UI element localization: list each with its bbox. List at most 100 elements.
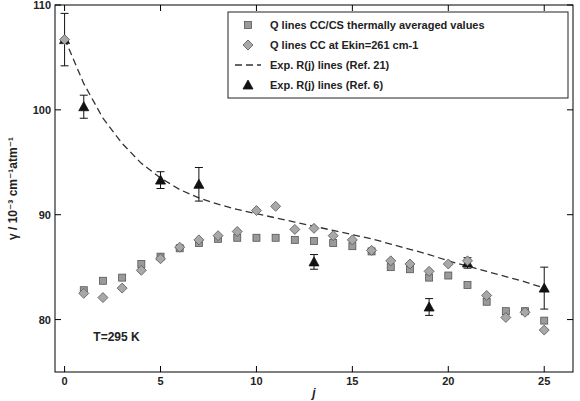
marker-triangle: [194, 179, 204, 188]
legend-line: [235, 64, 261, 65]
marker-square: [541, 317, 548, 324]
legend-label: Q lines CC at Ekin=261 cm-1: [270, 39, 418, 51]
x-tick-top: [160, 5, 161, 11]
error-cap: [157, 171, 165, 172]
x-tick: [544, 366, 545, 372]
plot-frame: [55, 5, 573, 372]
marker-diamond: [194, 235, 204, 245]
marker-diamond: [405, 259, 415, 269]
error-cap: [540, 309, 548, 310]
error-cap: [80, 95, 88, 96]
x-tick-label: 20: [442, 375, 454, 387]
marker-diamond: [98, 293, 108, 303]
y-tick-label: 80: [39, 314, 51, 326]
legend-label: Exp. R(j) lines (Ref. 21): [270, 59, 390, 71]
legend: Q lines CC/CS thermally averaged values Q…: [228, 12, 568, 98]
marker-diamond: [156, 254, 166, 264]
x-axis-label: j: [310, 386, 316, 400]
marker-diamond: [482, 290, 492, 300]
marker-diamond: [79, 288, 89, 298]
y-tick-right: [567, 319, 573, 320]
marker-diamond: [251, 206, 261, 216]
y-tick-label: 100: [33, 104, 51, 116]
marker-square: [119, 274, 126, 281]
marker-diamond: [501, 312, 511, 322]
error-cap: [425, 298, 433, 299]
x-tick-label: 15: [346, 375, 358, 387]
y-tick-right: [567, 109, 573, 110]
series-0: [80, 234, 547, 324]
marker-diamond: [117, 283, 127, 293]
marker-diamond: [520, 307, 530, 317]
error-cap: [310, 269, 318, 270]
error-cap: [80, 118, 88, 119]
annotation: T=295 K: [93, 330, 140, 344]
marker-diamond: [60, 35, 70, 45]
marker-square: [99, 277, 106, 284]
y-tick: [55, 109, 61, 110]
error-cap: [425, 315, 433, 316]
x-tick: [352, 366, 353, 372]
error-cap: [195, 167, 203, 168]
marker-square: [464, 281, 471, 288]
marker-diamond: [271, 201, 281, 211]
marker-diamond: [443, 259, 453, 269]
marker-diamond: [386, 256, 396, 266]
x-tick: [64, 366, 65, 372]
marker-triangle: [243, 80, 253, 89]
marker-square: [272, 234, 279, 241]
marker-diamond: [290, 224, 300, 234]
marker-triangle: [79, 102, 89, 111]
marker-diamond: [175, 242, 185, 252]
x-tick-label: 5: [157, 375, 163, 387]
x-tick-top: [544, 5, 545, 11]
marker-triangle: [60, 35, 70, 44]
error-cap: [463, 268, 471, 269]
x-tick-label: 10: [250, 375, 262, 387]
marker-diamond: [328, 231, 338, 241]
x-tick: [160, 366, 161, 372]
marker-diamond: [243, 40, 253, 50]
marker-diamond: [232, 226, 242, 236]
marker-diamond: [309, 223, 319, 233]
y-tick-label: 90: [39, 209, 51, 221]
x-tick-top: [256, 5, 257, 11]
y-tick: [55, 214, 61, 215]
y-axis-label: γ / 10⁻³ cm⁻¹atm⁻¹: [6, 137, 20, 240]
marker-triangle: [424, 302, 434, 311]
error-cap: [195, 201, 203, 202]
chart: 0 5 10 15 20 25 80 90 100 110 j γ / 10⁻³ cm⁻¹atm⁻¹ T…: [0, 0, 580, 401]
marker-square: [245, 22, 252, 29]
marker-diamond: [347, 235, 357, 245]
marker-diamond: [462, 256, 472, 266]
x-tick: [448, 366, 449, 372]
marker-square: [311, 237, 318, 244]
marker-square: [253, 234, 260, 241]
x-tick-top: [64, 5, 65, 11]
legend-box: [228, 12, 568, 98]
x-tick-top: [352, 5, 353, 11]
y-tick-label: 110: [33, 0, 51, 11]
marker-triangle: [309, 257, 319, 266]
legend-label: Exp. R(j) lines (Ref. 6): [270, 79, 383, 91]
marker-diamond: [424, 266, 434, 276]
error-cap: [540, 267, 548, 268]
marker-diamond: [539, 325, 549, 335]
error-cap: [61, 13, 69, 14]
error-cap: [157, 188, 165, 189]
x-tick: [256, 366, 257, 372]
marker-diamond: [367, 245, 377, 255]
marker-square: [291, 236, 298, 243]
marker-diamond: [136, 265, 146, 275]
x-tick-label: 25: [538, 375, 550, 387]
y-tick: [55, 319, 61, 320]
x-tick-label: 0: [62, 375, 68, 387]
error-cap: [310, 254, 318, 255]
y-tick-right: [567, 214, 573, 215]
error-cap: [61, 65, 69, 66]
marker-triangle: [539, 283, 549, 292]
x-tick-top: [448, 5, 449, 11]
legend-label: Q lines CC/CS thermally averaged values: [270, 19, 485, 31]
marker-triangle: [156, 175, 166, 184]
marker-square: [445, 272, 452, 279]
